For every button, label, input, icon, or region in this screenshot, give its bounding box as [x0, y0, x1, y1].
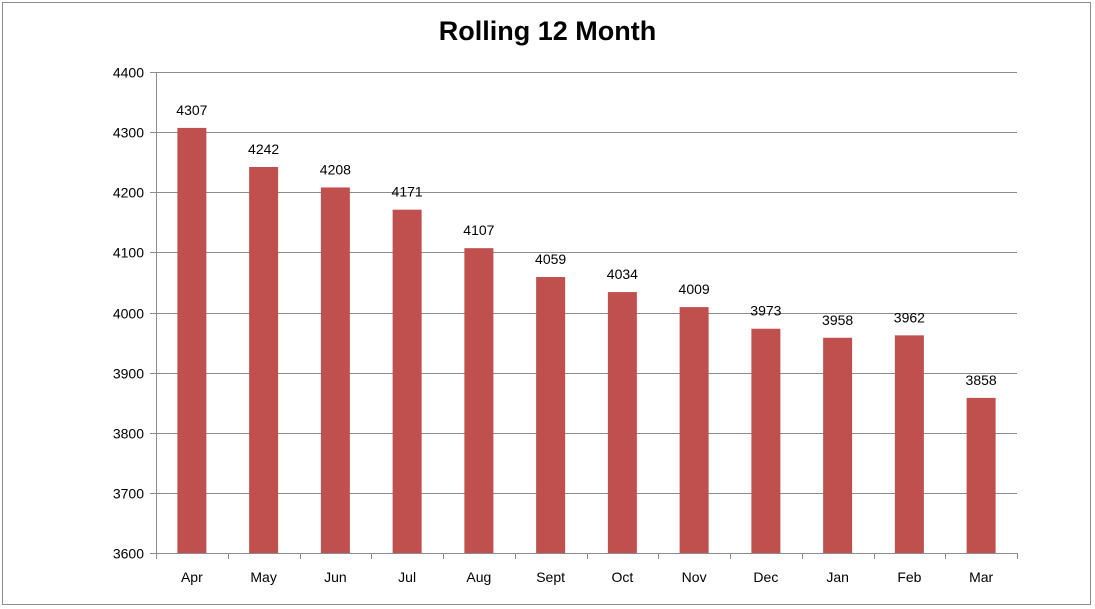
y-tick-labels: 3600 3700 3800 3900 4000 4100 4200 4300 4400 [113, 65, 144, 562]
x-tick-label: Nov [682, 569, 707, 585]
bar [679, 307, 709, 553]
y-tick-label: 3800 [113, 426, 144, 442]
chart-title: Rolling 12 Month [438, 16, 657, 46]
y-tick-label: 4300 [113, 125, 144, 141]
x-tick-label: Feb [897, 569, 921, 585]
y-tick-label: 4000 [113, 306, 144, 322]
bar [320, 187, 350, 553]
bar [249, 166, 279, 553]
x-tick-label: May [250, 569, 276, 585]
x-tick-label: Jun [324, 569, 347, 585]
x-tick-label: Sept [536, 569, 565, 585]
data-label: 4107 [463, 222, 494, 238]
data-label: 3973 [750, 303, 781, 319]
bar [607, 292, 637, 553]
x-tick-label: Jan [826, 569, 849, 585]
data-label: 3958 [822, 312, 853, 328]
x-tick-label: Aug [466, 569, 491, 585]
data-labels: 4307 4242 4208 4171 4107 4059 4034 4009 3973 3958… [176, 102, 997, 388]
axes [156, 72, 1018, 559]
x-tick-labels: Apr May Jun Jul Aug Sept Oct Nov Dec Jan Feb Mar [181, 569, 994, 585]
bar [751, 328, 781, 553]
gridlines [150, 72, 1017, 554]
bar [536, 277, 566, 553]
data-label: 4059 [535, 251, 566, 267]
bar [392, 209, 422, 553]
data-label: 4208 [320, 161, 351, 177]
data-label: 3858 [966, 372, 997, 388]
y-tick-label: 3700 [113, 486, 144, 502]
data-label: 3962 [894, 309, 925, 325]
y-tick-label: 3900 [113, 366, 144, 382]
data-label: 4034 [607, 266, 638, 282]
data-label: 4307 [176, 102, 207, 118]
bar [823, 337, 853, 553]
data-label: 4171 [392, 184, 423, 200]
x-tick-label: Apr [181, 569, 203, 585]
x-tick-label: Oct [611, 569, 633, 585]
y-tick-label: 3600 [113, 546, 144, 562]
bar [464, 248, 494, 553]
bar [177, 127, 207, 553]
bar [894, 335, 924, 553]
x-tick-label: Jul [398, 569, 416, 585]
x-tick-label: Dec [753, 569, 778, 585]
bar [966, 397, 996, 553]
x-tick-label: Mar [969, 569, 993, 585]
data-label: 4242 [248, 141, 279, 157]
data-label: 4009 [679, 281, 710, 297]
y-tick-label: 4100 [113, 245, 144, 261]
y-tick-label: 4200 [113, 185, 144, 201]
bars [177, 127, 996, 553]
y-tick-label: 4400 [113, 65, 144, 81]
